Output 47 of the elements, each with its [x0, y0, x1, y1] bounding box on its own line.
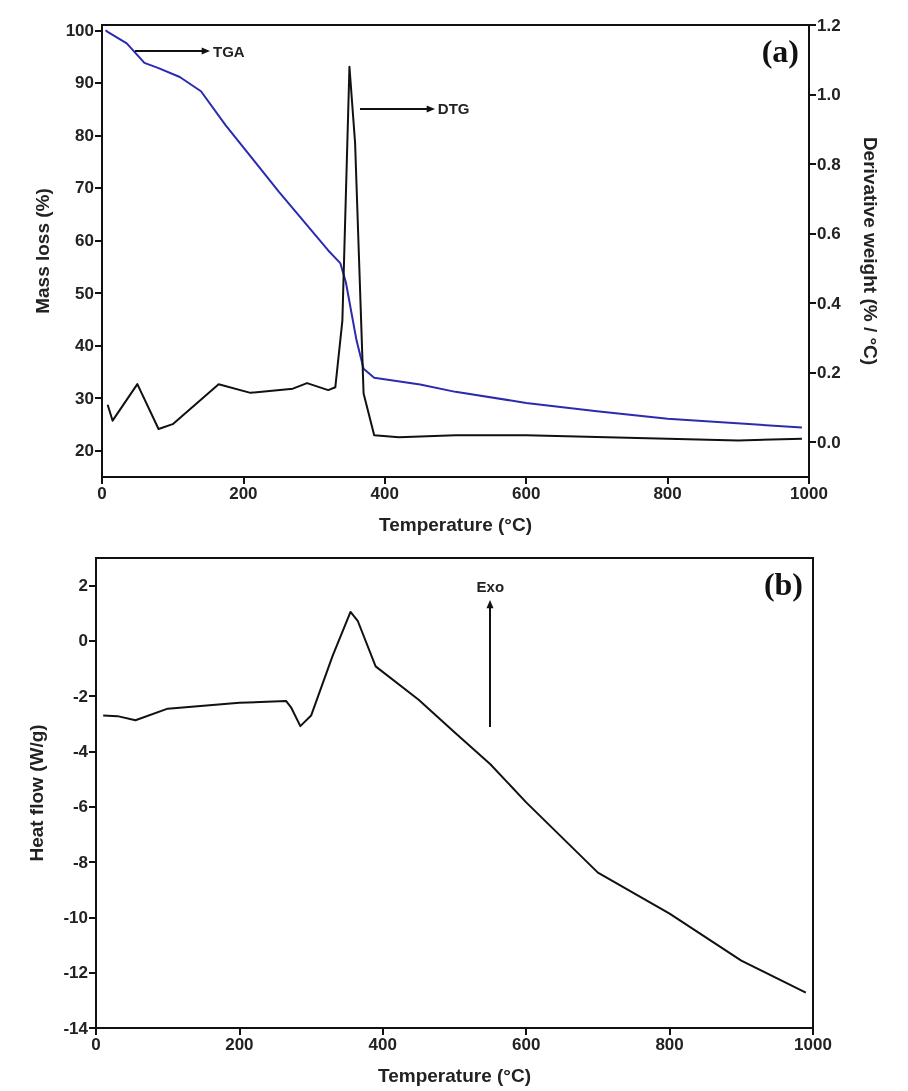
y-tick-label: -8	[72, 852, 88, 872]
y2-tick-label: 0.2	[817, 363, 841, 383]
y2-tick-label: 0.0	[817, 432, 841, 452]
y-tick-label: 0	[78, 631, 88, 651]
y2-tick-label: 0.6	[817, 224, 841, 244]
y-tick-label: 60	[75, 230, 94, 250]
y-tick-label: -10	[63, 907, 88, 927]
x-tick-label: 400	[368, 1035, 397, 1054]
y-tick-label: -12	[63, 963, 88, 983]
y2-tick-label: 0.8	[817, 154, 841, 174]
y-tick-label: -6	[72, 797, 88, 817]
y2-tick-label: 1.2	[817, 15, 841, 35]
annotation: (a)	[761, 33, 799, 69]
y-tick-label: -4	[72, 742, 89, 762]
y-tick-label: -2	[72, 686, 88, 706]
annotation: TGA	[213, 42, 245, 60]
x-tick-label: 800	[655, 1035, 684, 1054]
line-series	[102, 610, 807, 994]
x-axis-title: Temperature (°C)	[378, 1065, 531, 1086]
y-tick-label: 30	[75, 388, 94, 408]
x-tick-label: 800	[653, 484, 682, 503]
annotation: Exo	[476, 577, 505, 595]
x-tick-label: 1000	[790, 484, 828, 503]
x-tick-label: 200	[229, 484, 258, 503]
y-axis-title: Heat flow (W/g)	[26, 724, 47, 862]
x-tick-label: 0	[97, 484, 107, 503]
y-tick-label: 20	[75, 441, 94, 461]
y-tick-label: 80	[75, 125, 94, 145]
y-tick-label: 2	[78, 576, 88, 596]
y-tick-label: 40	[75, 336, 94, 356]
y-axis-title: Mass loss (%)	[32, 188, 53, 314]
y-tick-label: 70	[75, 178, 94, 198]
x-tick-label: 200	[225, 1035, 254, 1054]
annotation: DTG	[437, 100, 470, 118]
annotation: (b)	[763, 566, 803, 602]
y2-tick-label: 0.4	[817, 293, 842, 313]
y-tick-label: 90	[75, 73, 94, 93]
y2-axis-title: Derivative weight (% / °C)	[860, 136, 881, 366]
x-tick-label: 600	[512, 484, 541, 503]
y-tick-label: 100	[65, 20, 94, 40]
y-tick-label: -14	[63, 1018, 89, 1038]
y2-tick-label: 1.0	[817, 85, 841, 105]
x-tick-label: 600	[512, 1035, 541, 1054]
y-tick-label: 50	[75, 283, 94, 303]
x-tick-label: 1000	[794, 1035, 832, 1054]
x-axis-title: Temperature (°C)	[379, 514, 532, 535]
x-tick-label: 400	[370, 484, 399, 503]
